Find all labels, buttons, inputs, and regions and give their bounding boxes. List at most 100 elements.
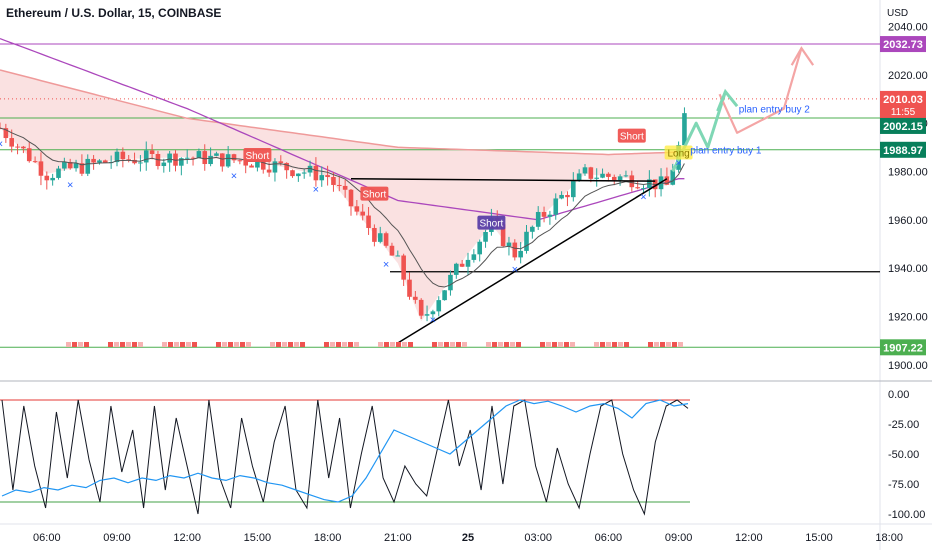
candle-body (21, 146, 26, 149)
candle-body (278, 161, 284, 163)
osc-tick-label: -25.00 (888, 419, 919, 431)
time-tick-label: 03:00 (524, 532, 552, 544)
candle-body (307, 165, 313, 173)
candle-body (173, 153, 178, 166)
time-tick-label: 12:00 (735, 532, 763, 544)
candle-body (243, 160, 248, 166)
volume-dot (72, 342, 77, 347)
volume-dot (114, 342, 119, 347)
volume-dot (570, 342, 575, 347)
countdown-tag: 11:55 (891, 107, 916, 118)
time-tick-label: 25 (462, 532, 474, 544)
candle-body (442, 290, 447, 301)
candle-body (576, 173, 582, 182)
candle-body (91, 158, 96, 163)
volume-dot (600, 342, 605, 347)
chart-title: Ethereum / U.S. Dollar, 15, COINBASE (6, 6, 222, 20)
candle-body (290, 170, 295, 177)
volume-dot (384, 342, 389, 347)
last-price-tag: 2010.03 (883, 94, 923, 106)
candle-body (138, 162, 143, 164)
candle-body (284, 162, 289, 171)
volume-dot (300, 342, 305, 347)
green-upper-price-tag-bg (880, 117, 926, 134)
candle-body (524, 231, 529, 251)
currency-label: USD (887, 8, 908, 19)
volume-dot (390, 342, 395, 347)
triangle-top-line (350, 177, 656, 182)
candle-body (301, 172, 307, 174)
time-tick-label: 18:00 (314, 532, 342, 544)
candle-body (56, 168, 61, 178)
candle-body (38, 161, 44, 176)
candle-body (249, 165, 254, 168)
time-tick-label: 15:00 (244, 532, 272, 544)
volume-dot (672, 342, 677, 347)
volume-dot (276, 342, 281, 347)
candle-body (325, 175, 330, 177)
candle-body (395, 255, 401, 257)
volume-dot (444, 342, 449, 347)
cross-marker: × (512, 264, 518, 276)
candle-body (518, 250, 523, 258)
volume-dot (138, 342, 143, 347)
candle-body (600, 173, 605, 178)
candle-body (266, 169, 272, 173)
candle-body (407, 279, 412, 297)
volume-dot (516, 342, 521, 347)
price-tick-label: 1960.00 (888, 215, 928, 227)
volume-dot (222, 342, 227, 347)
candle-body (208, 155, 213, 165)
candle-body (348, 189, 354, 207)
volume-dot (132, 342, 137, 347)
plan-entry-1-label: plan entry buy 1 (690, 145, 762, 156)
osc-tick-label: -75.00 (888, 479, 919, 491)
purple-price-tag-bg (880, 36, 926, 53)
volume-dot (228, 342, 233, 347)
volume-dot (624, 342, 629, 347)
candle-body (547, 214, 553, 217)
candle-body (97, 160, 102, 163)
candle-body (225, 154, 231, 167)
volume-dot (192, 342, 197, 347)
candle-body (220, 153, 225, 167)
candle-body (67, 162, 73, 169)
candle-body (483, 231, 488, 242)
candle-body (44, 175, 50, 181)
candle-body (401, 255, 406, 280)
candle-body (313, 165, 319, 181)
candle-body (296, 173, 301, 177)
candle-body (565, 194, 570, 198)
fast-ma-line (0, 127, 685, 288)
osc-tick-label: 0.00 (888, 389, 909, 401)
volume-dot (432, 342, 437, 347)
candle-body (272, 161, 278, 173)
candle-body (512, 242, 518, 258)
price-tick-label: 1920.00 (888, 311, 928, 323)
candle-body (611, 176, 617, 181)
volume-dot (462, 342, 467, 347)
volume-dot (168, 342, 173, 347)
candle-body (430, 311, 436, 315)
candle-body (582, 167, 588, 174)
candle-body (389, 245, 395, 256)
signal-label: Short (479, 219, 503, 230)
time-tick-label: 09:00 (103, 532, 131, 544)
candle-body (424, 314, 430, 316)
volume-dot (486, 342, 491, 347)
candle-body (85, 158, 91, 174)
green-upper-price-tag: 2002.15 (883, 121, 923, 133)
volume-dot (654, 342, 659, 347)
candle-body (617, 176, 623, 181)
candle-body (454, 263, 459, 275)
candle-body (530, 226, 535, 232)
volume-dot (378, 342, 383, 347)
projection-red-path (718, 47, 803, 134)
candle-body (26, 148, 32, 162)
time-tick-label: 06:00 (595, 532, 623, 544)
volume-dot (618, 342, 623, 347)
candle-body (184, 157, 190, 159)
candle-body (477, 241, 482, 255)
candle-body (9, 138, 14, 147)
candle-body (635, 187, 640, 189)
